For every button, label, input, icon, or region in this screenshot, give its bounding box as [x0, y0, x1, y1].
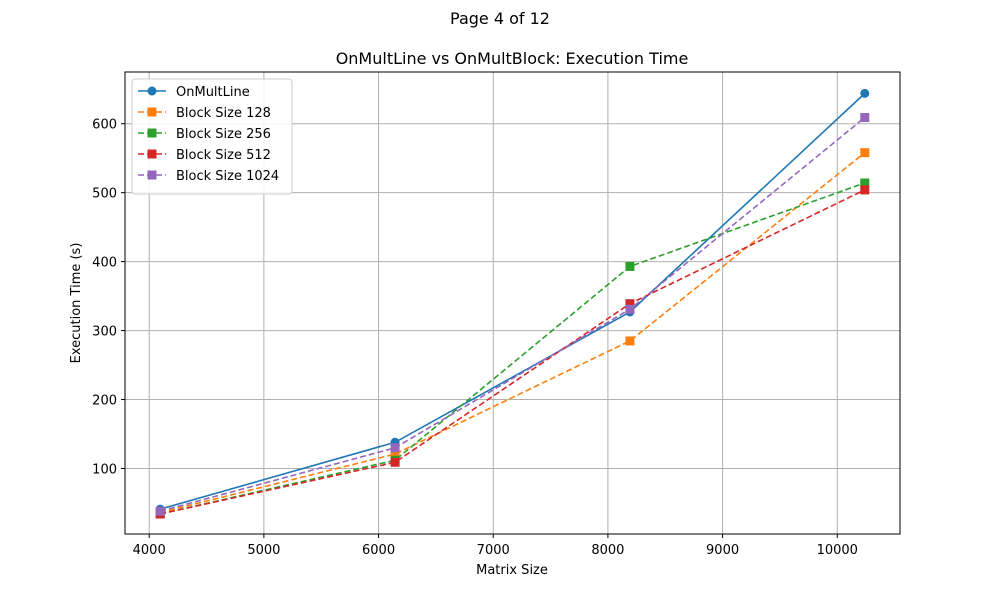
legend-label: Block Size 128 — [176, 106, 271, 121]
legend-entry: Block Size 128 — [138, 106, 271, 121]
series-line — [159, 116, 866, 513]
series-4 — [155, 113, 870, 516]
x-tick-label: 8000 — [591, 543, 624, 558]
y-tick-label: 400 — [92, 256, 117, 271]
axis-ticks: 4000 5000 6000 7000 8000 9000 10000 100 200 300 40… — [92, 118, 858, 558]
legend-label: Block Size 256 — [176, 127, 271, 142]
legend-marker — [147, 149, 157, 159]
data-point — [860, 148, 870, 158]
legend-marker — [147, 128, 157, 138]
data-point — [390, 449, 400, 459]
data-point — [625, 336, 635, 346]
legend-entry: OnMultLine — [138, 85, 250, 100]
y-tick-label: 100 — [92, 462, 117, 477]
series-line — [160, 182, 866, 515]
data-point — [860, 178, 870, 188]
x-tick-label: 5000 — [247, 543, 280, 558]
x-tick-label: 6000 — [362, 543, 395, 558]
x-tick-label: 4000 — [133, 543, 166, 558]
x-axis-label: Matrix Size — [476, 563, 548, 578]
page-indicator: Page 4 of 12 — [450, 9, 550, 28]
series-line — [159, 92, 866, 510]
data-point — [625, 261, 635, 271]
series-layer — [155, 88, 870, 519]
legend-entry: Block Size 1024 — [138, 169, 279, 184]
data-point — [860, 185, 870, 195]
data-point — [860, 113, 870, 123]
x-tick-label: 7000 — [477, 543, 510, 558]
data-point — [155, 506, 165, 516]
y-tick-label: 300 — [92, 325, 117, 340]
legend-label: Block Size 1024 — [176, 169, 279, 184]
data-point — [625, 304, 635, 314]
y-tick-label: 500 — [92, 187, 117, 202]
series-1 — [155, 148, 870, 518]
legend-label: OnMultLine — [176, 85, 250, 100]
plot-frame — [124, 71, 901, 535]
y-tick-label: 600 — [92, 118, 117, 133]
series-line — [160, 152, 866, 514]
legend-box — [131, 78, 293, 195]
legend-entry: Block Size 512 — [138, 148, 271, 163]
data-point — [860, 88, 870, 98]
series-line — [160, 189, 866, 515]
legend-label: Block Size 512 — [176, 148, 271, 163]
data-point — [625, 299, 635, 309]
x-tick-label: 9000 — [706, 543, 739, 558]
series-2 — [155, 178, 870, 519]
data-point — [390, 443, 400, 453]
y-axis-label: Execution Time (s) — [69, 243, 84, 364]
legend-entry: Block Size 256 — [138, 127, 271, 142]
data-point — [390, 457, 400, 467]
chart-title: OnMultLine vs OnMultBlock: Execution Tim… — [336, 49, 689, 68]
legend-marker — [147, 170, 157, 180]
x-tick-label: 10000 — [817, 543, 858, 558]
legend: OnMultLine Block Size 128 Block Size 256 Bl… — [131, 78, 293, 195]
legend-marker — [147, 107, 157, 117]
legend-marker — [147, 86, 157, 96]
y-tick-label: 200 — [92, 394, 117, 409]
